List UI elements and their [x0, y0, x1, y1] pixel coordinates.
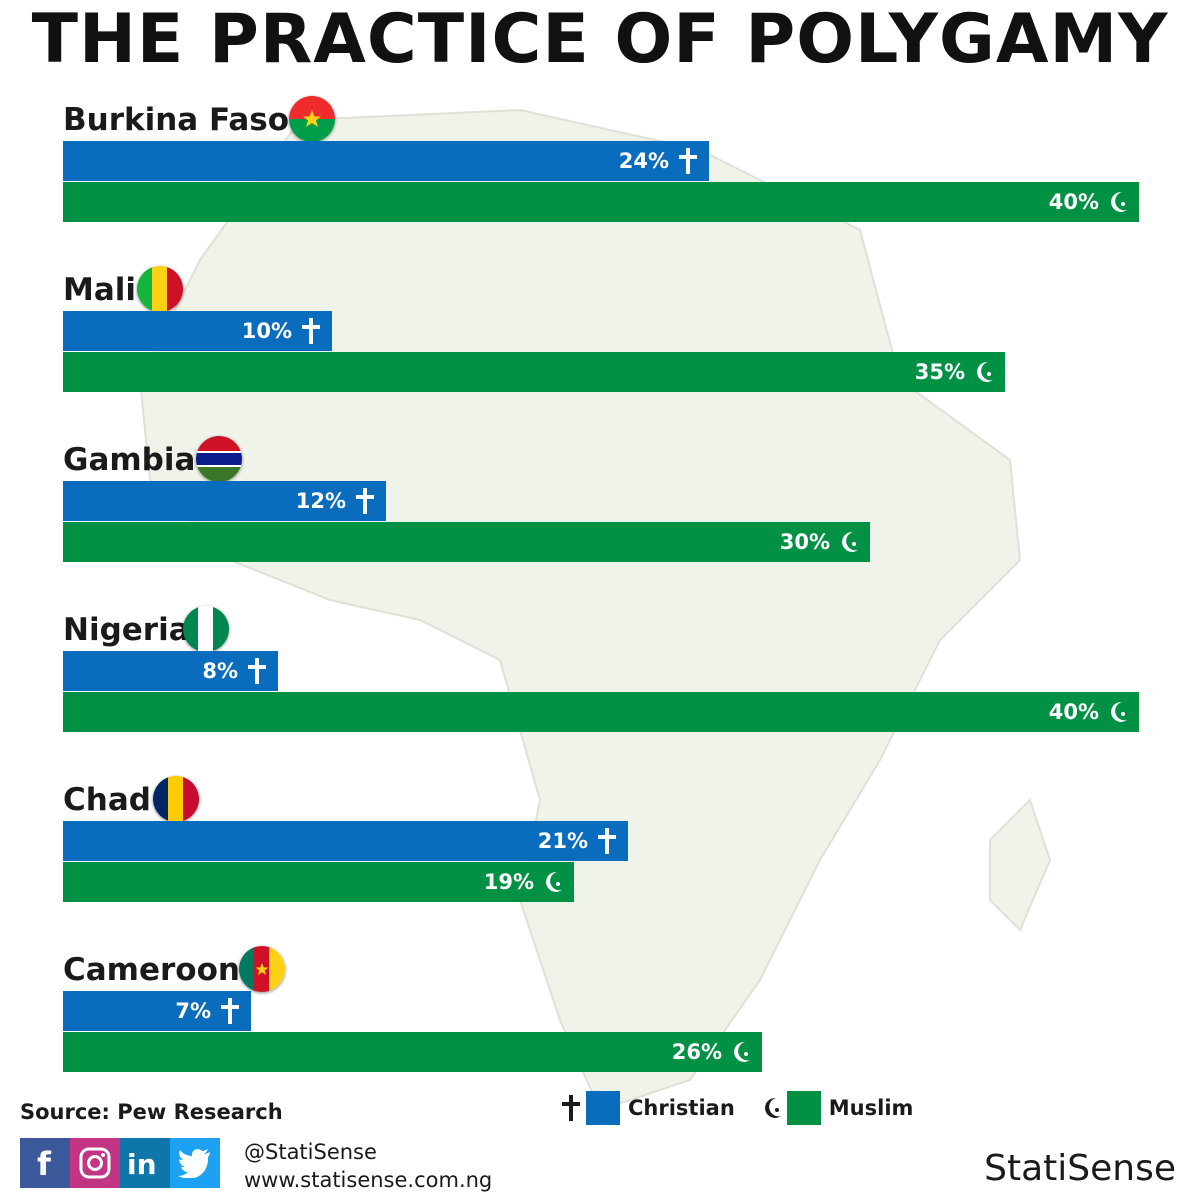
social-handle: @StatiSense	[244, 1140, 377, 1164]
data-label-value: 21%	[537, 829, 588, 853]
bar-muslim-mali: 35%	[63, 352, 1005, 392]
crescent-icon	[546, 871, 562, 892]
bar-muslim-cameroon: 26%	[63, 1032, 762, 1072]
instagram-icon[interactable]	[70, 1138, 120, 1188]
page-title: THE PRACTICE OF POLYGAMY	[31, 0, 1169, 79]
data-label-value: 8%	[202, 659, 238, 683]
cross-icon	[562, 1095, 580, 1121]
country-label-gambia: Gambia	[63, 442, 196, 478]
bar-christian-burkina-faso: 24%	[63, 141, 709, 181]
data-label: 12%	[296, 481, 376, 521]
bar-muslim-chad: 19%	[63, 862, 574, 902]
svg-text:in: in	[127, 1148, 157, 1181]
data-label: 40%	[1049, 182, 1129, 222]
crescent-icon	[977, 361, 993, 382]
data-label: 10%	[242, 311, 322, 351]
website-link[interactable]: www.statisense.com.ng	[244, 1168, 493, 1192]
crescent-icon	[1111, 191, 1127, 212]
crescent-icon	[1111, 701, 1127, 722]
data-label-value: 26%	[671, 1040, 722, 1064]
contact-block: @StatiSense www.statisense.com.ng	[244, 1138, 492, 1194]
mali-flag-icon	[137, 266, 183, 312]
data-label-value: 40%	[1048, 700, 1099, 724]
country-label-chad: Chad	[63, 782, 151, 818]
cross-icon	[248, 658, 266, 684]
data-label-value: 10%	[241, 319, 292, 343]
data-label-value: 35%	[914, 360, 965, 384]
data-label: 19%	[484, 862, 564, 902]
facebook-icon[interactable]: f	[20, 1138, 70, 1188]
social-icons: f in	[20, 1138, 220, 1188]
data-label-value: 24%	[618, 149, 669, 173]
crescent-icon	[764, 1097, 781, 1118]
bar-christian-mali: 10%	[63, 311, 332, 351]
gambia-flag-icon	[196, 436, 242, 482]
bar-christian-chad: 21%	[63, 821, 628, 861]
bar-christian-nigeria: 8%	[63, 651, 278, 691]
data-label: 8%	[202, 651, 268, 691]
crescent-icon	[842, 531, 858, 552]
cross-icon	[356, 488, 374, 514]
country-label-cameroon: Cameroon	[63, 952, 240, 988]
crescent-icon	[734, 1041, 750, 1062]
legend: Christian Muslim	[560, 1090, 939, 1126]
data-label-value: 19%	[483, 870, 534, 894]
cameroon-flag-icon	[239, 946, 285, 992]
brand-logo: StatiSense	[984, 1148, 1176, 1189]
cross-icon	[679, 148, 697, 174]
data-label-value: 7%	[175, 999, 211, 1023]
data-label-value: 30%	[779, 530, 830, 554]
bar-christian-cameroon: 7%	[63, 991, 251, 1031]
country-label-nigeria: Nigeria	[63, 612, 190, 648]
legend-label-muslim: Muslim	[828, 1096, 914, 1120]
twitter-icon[interactable]	[170, 1138, 220, 1188]
data-label-value: 12%	[295, 489, 346, 513]
linkedin-icon[interactable]: in	[120, 1138, 170, 1188]
data-label-value: 40%	[1048, 190, 1099, 214]
bar-christian-gambia: 12%	[63, 481, 386, 521]
cross-icon	[221, 998, 239, 1024]
data-label: 30%	[780, 522, 860, 562]
bar-muslim-burkina-faso: 40%	[63, 182, 1139, 222]
burkina-faso-flag-icon	[289, 96, 335, 142]
cross-icon	[598, 828, 616, 854]
country-label-mali: Mali	[63, 272, 137, 308]
chad-flag-icon	[153, 776, 199, 822]
data-label: 7%	[175, 991, 241, 1031]
legend-swatch-christian	[586, 1091, 620, 1125]
data-label: 24%	[619, 141, 699, 181]
data-label: 21%	[538, 821, 618, 861]
svg-text:f: f	[37, 1145, 52, 1181]
data-label: 35%	[915, 352, 995, 392]
cross-icon	[302, 318, 320, 344]
legend-swatch-muslim	[786, 1091, 821, 1125]
country-label-burkina-faso: Burkina Faso	[63, 102, 290, 138]
data-label: 26%	[672, 1032, 752, 1072]
legend-label-christian: Christian	[628, 1096, 735, 1120]
bar-muslim-nigeria: 40%	[63, 692, 1139, 732]
data-label: 40%	[1049, 692, 1129, 732]
bar-muslim-gambia: 30%	[63, 522, 870, 562]
source-note: Source: Pew Research	[20, 1100, 283, 1124]
nigeria-flag-icon	[183, 606, 229, 652]
